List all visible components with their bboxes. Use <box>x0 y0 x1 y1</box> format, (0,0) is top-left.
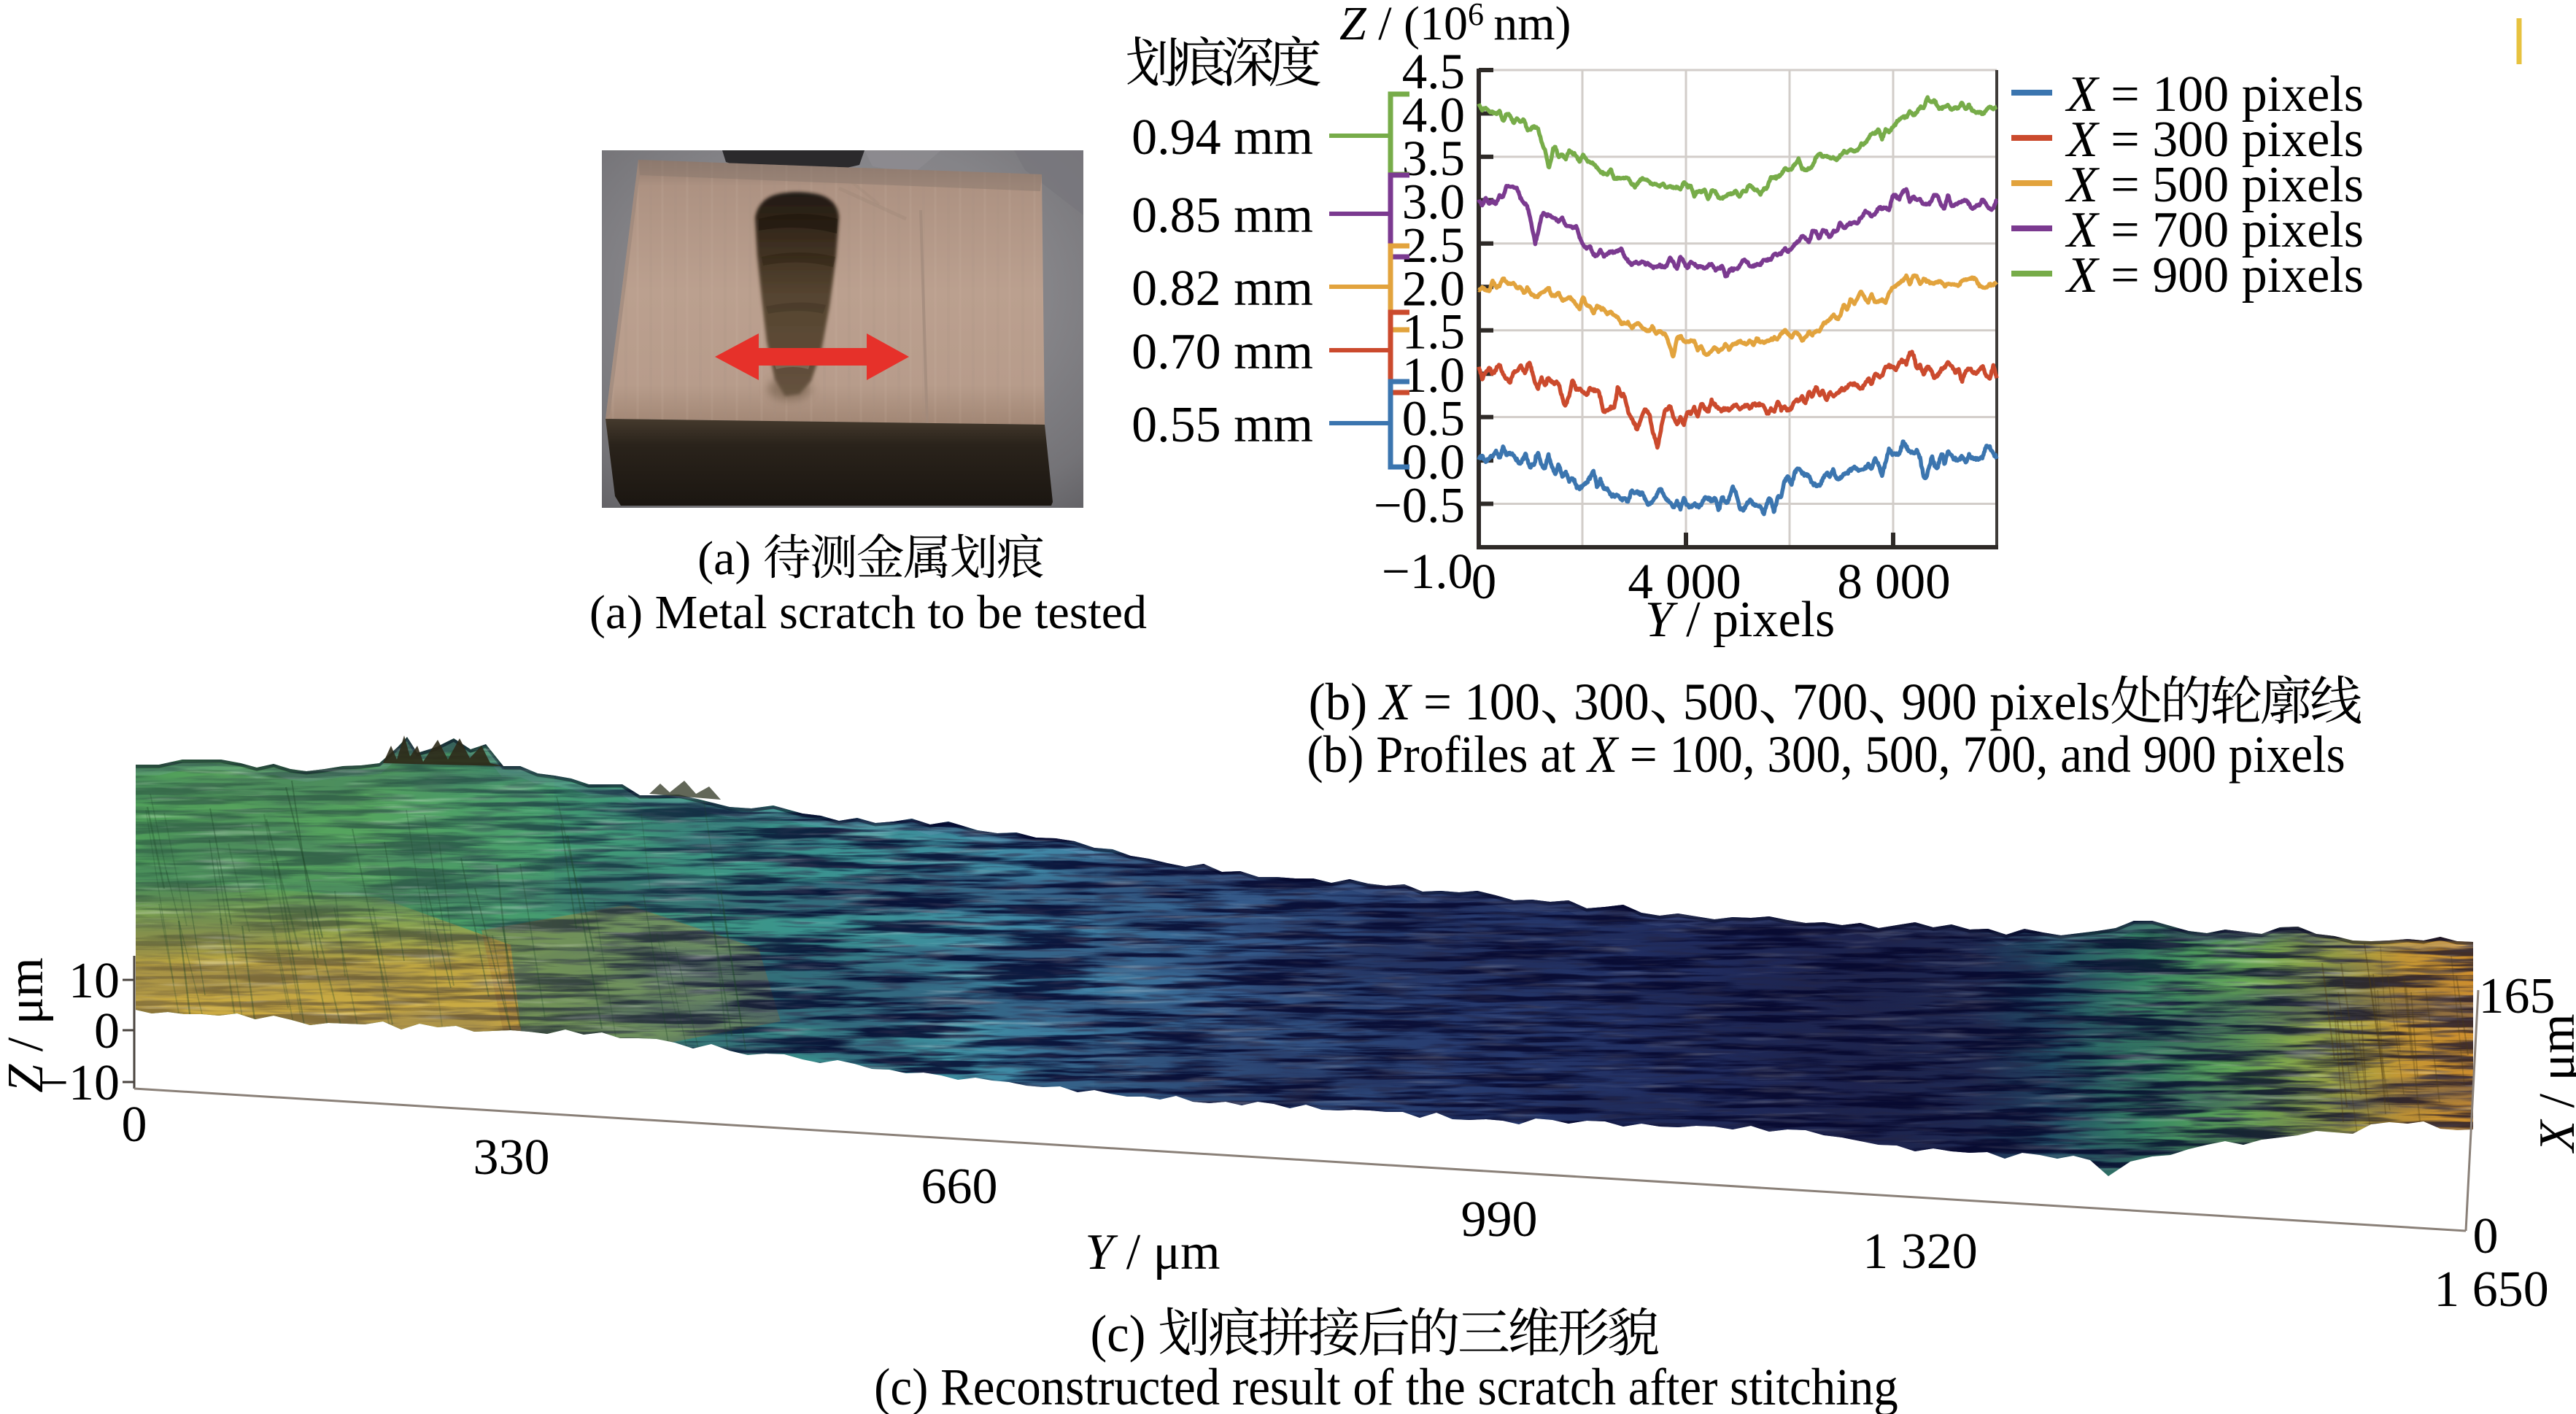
svg-text:1.5: 1.5 <box>1402 304 1465 360</box>
svg-text:Z: Z <box>1339 0 1367 50</box>
svg-text:X: X <box>1586 725 1620 784</box>
svg-text:3.5: 3.5 <box>1402 131 1465 186</box>
svg-text:/ (10: / (10 <box>1366 0 1468 50</box>
svg-text:= 500 pixels: = 500 pixels <box>2098 157 2364 213</box>
svg-text:X: X <box>2065 112 2100 168</box>
svg-text:(a): (a) <box>697 532 763 585</box>
svg-text:330: 330 <box>473 1129 550 1186</box>
svg-text:1 650: 1 650 <box>2434 1262 2549 1318</box>
svg-text:0: 0 <box>1471 554 1497 609</box>
svg-text:−10: −10 <box>40 1055 120 1111</box>
svg-text:Y: Y <box>1085 1224 1118 1280</box>
svg-text:−0.5: −0.5 <box>1374 478 1465 533</box>
svg-text:900 pixels: 900 pixels <box>1901 673 2110 731</box>
svg-text:(b): (b) <box>1309 673 1380 731</box>
svg-text:nm): nm) <box>1484 0 1571 50</box>
svg-text:= 700 pixels: = 700 pixels <box>2098 202 2364 258</box>
svg-text:0: 0 <box>2473 1208 2499 1264</box>
svg-text:(b) Profiles at: (b) Profiles at <box>1307 725 1587 784</box>
svg-text:/ μm: / μm <box>1113 1224 1220 1280</box>
svg-text:0.0: 0.0 <box>1402 434 1465 490</box>
svg-text:0.5: 0.5 <box>1402 391 1465 447</box>
svg-text:0: 0 <box>94 1003 120 1059</box>
svg-text:1 320: 1 320 <box>1863 1224 1978 1280</box>
svg-text:500: 500 <box>1683 673 1759 731</box>
svg-text:165: 165 <box>2479 968 2556 1024</box>
svg-text:(a) Metal scratch to be tested: (a) Metal scratch to be tested <box>589 586 1147 639</box>
svg-text:10: 10 <box>69 953 120 1009</box>
svg-text:4.5: 4.5 <box>1402 44 1465 99</box>
svg-text:−1.0: −1.0 <box>1382 544 1473 599</box>
svg-text:Y: Y <box>1645 592 1679 648</box>
svg-text:(c): (c) <box>1091 1305 1159 1363</box>
svg-text:X / μm: X / μm <box>2529 1013 2576 1154</box>
svg-text:660: 660 <box>921 1159 998 1215</box>
svg-text:700: 700 <box>1792 673 1868 731</box>
svg-text:(c) Reconstructed result of th: (c) Reconstructed result of the scratch … <box>874 1358 1898 1414</box>
svg-text:300: 300 <box>1574 673 1649 731</box>
svg-text:X: X <box>2065 202 2100 258</box>
svg-text:2.0: 2.0 <box>1402 260 1465 316</box>
svg-text:0.94 mm: 0.94 mm <box>1132 109 1313 166</box>
svg-text:X: X <box>2065 247 2100 304</box>
svg-text:X: X <box>2065 66 2100 123</box>
svg-text:2.5: 2.5 <box>1402 217 1465 273</box>
svg-text:= 100, 300, 500, 700, and 900: = 100, 300, 500, 700, and 900 pixels <box>1617 725 2345 784</box>
svg-text:/ pixels: / pixels <box>1674 592 1836 648</box>
svg-text:6: 6 <box>1468 0 1484 32</box>
svg-text:4 000: 4 000 <box>1628 554 1741 609</box>
svg-text:4.0: 4.0 <box>1402 88 1465 143</box>
svg-text:Z / μm: Z / μm <box>0 957 54 1092</box>
svg-text:990: 990 <box>1461 1191 1538 1248</box>
svg-text:X: X <box>1378 673 1413 731</box>
svg-text:8 000: 8 000 <box>1837 554 1950 609</box>
svg-text:= 100: = 100 <box>1411 673 1540 731</box>
svg-text:1.0: 1.0 <box>1402 347 1465 403</box>
svg-text:X: X <box>2065 157 2100 213</box>
svg-text:0.55 mm: 0.55 mm <box>1132 397 1313 453</box>
svg-text:3.0: 3.0 <box>1402 174 1465 229</box>
svg-text:0: 0 <box>122 1097 147 1153</box>
svg-text:0.70 mm: 0.70 mm <box>1132 324 1313 380</box>
svg-text:0.85 mm: 0.85 mm <box>1132 188 1313 244</box>
svg-text:= 300 pixels: = 300 pixels <box>2098 112 2364 168</box>
svg-text:= 900 pixels: = 900 pixels <box>2098 247 2364 304</box>
svg-text:= 100 pixels: = 100 pixels <box>2098 66 2364 123</box>
svg-text:0.82 mm: 0.82 mm <box>1132 260 1313 317</box>
